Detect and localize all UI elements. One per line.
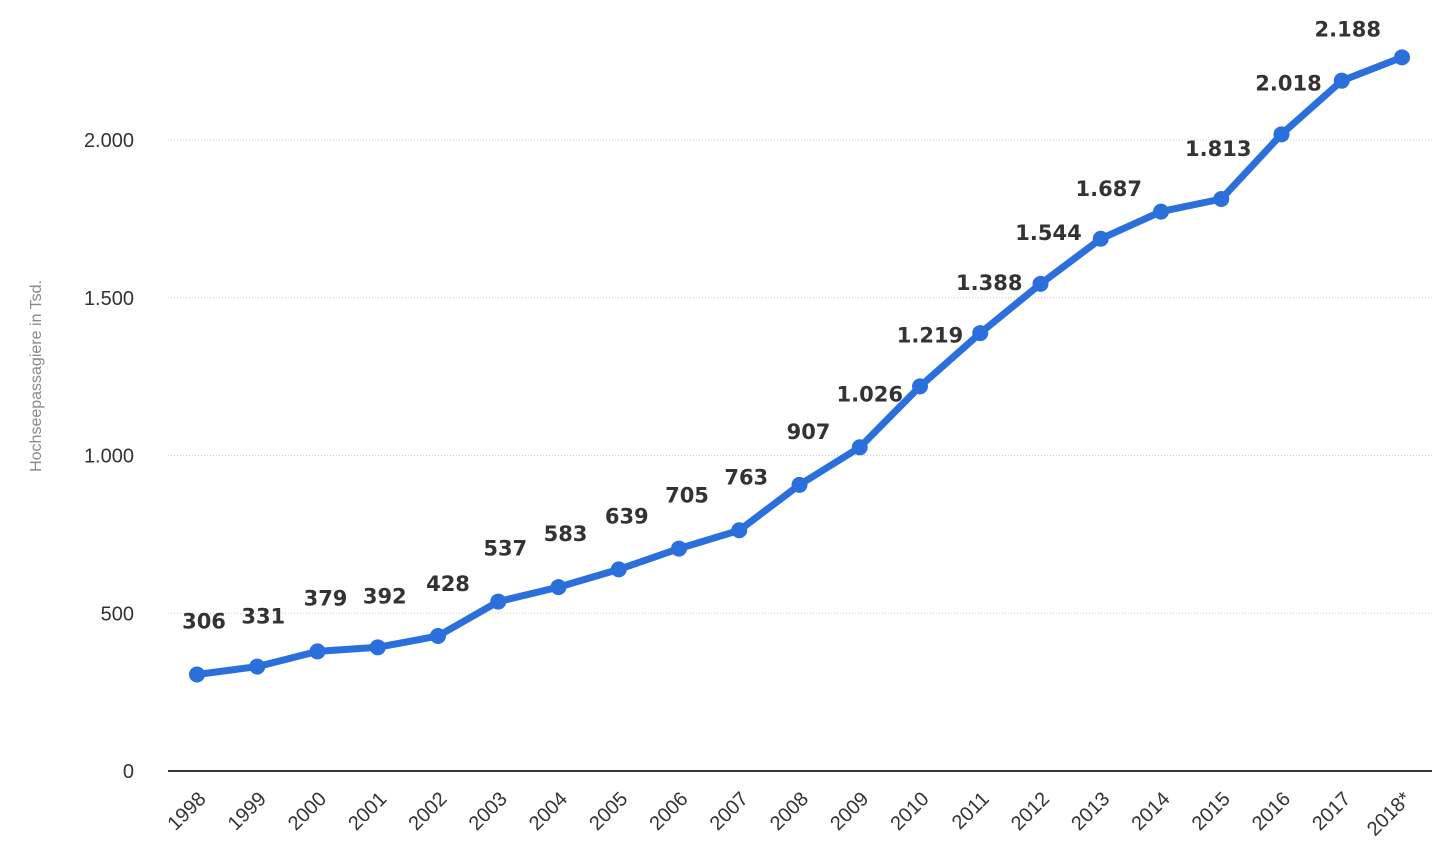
y-tick-label: 1.500	[84, 288, 134, 310]
data-label: 1.219	[897, 323, 963, 347]
x-tick-label: 1999	[224, 788, 271, 835]
data-label: 763	[724, 465, 768, 489]
x-tick-label: 2014	[1128, 788, 1175, 835]
y-axis-ticks: 0 500 1.000 1.500 2.000	[84, 130, 134, 783]
y-tick-label: 0	[123, 761, 134, 783]
data-label: 379	[304, 586, 348, 610]
data-label: 331	[241, 605, 285, 629]
data-label: 537	[483, 537, 527, 561]
data-label: 2.018	[1255, 71, 1321, 95]
data-point[interactable]	[912, 378, 928, 395]
y-tick-label: 2.000	[84, 130, 134, 152]
x-tick-label: 2017	[1308, 788, 1355, 835]
x-tick-label: 2009	[826, 788, 873, 835]
data-point[interactable]	[1213, 190, 1230, 207]
y-axis-label: Hochseepassagiere in Tsd.	[28, 280, 45, 472]
data-points	[189, 49, 1410, 683]
data-point[interactable]	[189, 666, 205, 683]
data-label: 705	[665, 484, 709, 508]
x-tick-label: 2015	[1188, 788, 1235, 835]
data-point[interactable]	[369, 639, 386, 656]
x-tick-label: 2010	[887, 788, 934, 835]
data-label: 1.026	[837, 382, 903, 406]
data-label: 907	[787, 420, 831, 444]
x-tick-label: 2013	[1067, 788, 1114, 835]
data-label: 1.687	[1076, 177, 1142, 201]
data-label: 306	[182, 609, 226, 633]
y-tick-label: 1.000	[84, 446, 134, 468]
data-label: 1.544	[1015, 221, 1081, 245]
data-point[interactable]	[249, 658, 266, 675]
data-label: 392	[363, 584, 407, 608]
data-point[interactable]	[731, 522, 748, 539]
data-point[interactable]	[309, 643, 326, 660]
data-point[interactable]	[972, 325, 989, 342]
data-point[interactable]	[550, 579, 567, 596]
data-point[interactable]	[490, 593, 507, 610]
data-label: 1.813	[1185, 137, 1251, 161]
y-tick-label: 500	[101, 603, 134, 625]
x-tick-label: 2001	[344, 788, 391, 835]
x-tick-label: 2006	[646, 788, 693, 835]
x-tick-label: 2000	[284, 788, 331, 835]
x-tick-label: 1998	[164, 788, 211, 835]
data-point[interactable]	[1333, 72, 1350, 89]
data-point[interactable]	[791, 476, 808, 493]
x-tick-label: 2005	[585, 788, 632, 835]
x-tick-label: 2012	[1007, 788, 1054, 835]
data-point[interactable]	[1153, 203, 1169, 220]
x-tick-label: 2018*	[1363, 788, 1416, 841]
x-tick-label: 2003	[465, 788, 512, 835]
data-point[interactable]	[671, 540, 687, 557]
data-point[interactable]	[1394, 49, 1410, 66]
data-label: 639	[605, 504, 649, 528]
data-point[interactable]	[430, 627, 446, 644]
grid-lines	[168, 139, 1432, 614]
x-tick-label: 2011	[948, 788, 994, 834]
data-point[interactable]	[1273, 126, 1290, 143]
data-label: 428	[426, 572, 470, 596]
x-tick-label: 2004	[525, 788, 572, 835]
data-label: 583	[544, 522, 588, 546]
x-tick-label: 2007	[706, 788, 753, 835]
data-label: 2.188	[1315, 18, 1381, 42]
x-tick-label: 2008	[766, 788, 813, 835]
data-label: 1.388	[956, 271, 1022, 295]
x-tick-label: 2002	[405, 788, 452, 835]
data-point[interactable]	[1092, 230, 1109, 247]
x-axis-ticks: 1998 1999 2000 2001 2002 2003 2004 2005 2006 2007…	[164, 788, 1416, 841]
data-point[interactable]	[610, 561, 627, 578]
data-point[interactable]	[851, 439, 868, 456]
data-point[interactable]	[1032, 275, 1049, 292]
x-tick-label: 2016	[1248, 788, 1295, 835]
